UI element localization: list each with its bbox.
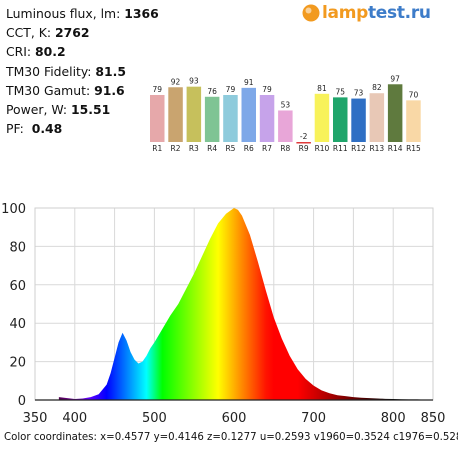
cri-bar-r14 xyxy=(387,84,403,142)
cri-value-label-r12: 73 xyxy=(354,89,364,98)
x-tick-label-500: 500 xyxy=(142,411,167,426)
cri-bar-r4 xyxy=(204,96,220,142)
y-tick-label-80: 80 xyxy=(9,240,26,255)
cri-category-label-r13: R13 xyxy=(369,144,384,153)
cri-category-label-r4: R4 xyxy=(207,144,217,153)
param-luminous-flux: Luminous flux, lm: 1366 xyxy=(6,6,159,21)
cri-bar-r11 xyxy=(333,97,348,142)
cri-bar-r6 xyxy=(241,87,256,142)
cri-category-label-r5: R5 xyxy=(225,144,235,153)
cri-value-label-r7: 79 xyxy=(262,85,272,94)
y-tick-label-100: 100 xyxy=(1,202,26,217)
cri-value-label-r2: 92 xyxy=(171,77,181,86)
param-cri: CRI: 80.2 xyxy=(6,44,66,60)
y-tick-label-0: 0 xyxy=(18,394,26,409)
cri-bar-r10 xyxy=(314,93,330,142)
cri-value-label-r1: 79 xyxy=(152,85,162,94)
param-cct: CCT, K: 2762 xyxy=(6,25,90,41)
cri-value-label-r10: 81 xyxy=(317,84,327,93)
cri-bar-r8 xyxy=(278,110,293,142)
param-tm30-gamut: TM30 Gamut: 91.6 xyxy=(6,82,125,98)
cri-bar-r13 xyxy=(369,93,385,142)
cri-bar-chart: 79 R1 92 R2 93 R3 76 R4 79 R5 91 R6 79 R7 53 R8 -2 R9 81 R1… xyxy=(150,74,421,153)
logo-text: lamptest.ru xyxy=(322,3,431,23)
y-tick-label-60: 60 xyxy=(9,279,26,294)
cri-category-label-r12: R12 xyxy=(351,144,366,153)
cri-bar-r1 xyxy=(150,94,165,142)
cri-category-label-r6: R6 xyxy=(244,144,254,153)
x-tick-label-700: 700 xyxy=(301,411,326,426)
parameters-panel: Luminous flux, lm: 1366 CCT, K: 2762 CRI… xyxy=(6,4,159,138)
cri-category-label-r3: R3 xyxy=(189,144,199,153)
cri-bar-r9 xyxy=(296,142,311,144)
y-tick-label-40: 40 xyxy=(9,317,26,332)
cri-value-label-r6: 91 xyxy=(244,78,254,87)
cri-value-label-r3: 93 xyxy=(189,77,199,86)
spectrum-area xyxy=(58,208,433,400)
x-tick-label-350: 350 xyxy=(23,411,48,426)
cri-category-label-r8: R8 xyxy=(280,144,290,153)
x-tick-label-600: 600 xyxy=(222,411,247,426)
cri-category-label-r15: R15 xyxy=(406,144,421,153)
cri-value-label-r11: 75 xyxy=(335,87,345,96)
x-tick-label-800: 800 xyxy=(381,411,406,426)
cri-category-label-r11: R11 xyxy=(333,144,348,153)
cri-bar-r12 xyxy=(351,98,366,142)
param-pf: PF: 0.48 xyxy=(6,121,63,137)
x-tick-label-400: 400 xyxy=(62,411,87,426)
color-coordinates: Color coordinates: x=0.4577 y=0.4146 z=0… xyxy=(4,432,458,443)
cri-value-label-r15: 70 xyxy=(409,90,419,99)
lamptest-logo: lamptest.ru xyxy=(300,2,431,24)
orange-sun-icon xyxy=(302,4,320,22)
cri-value-label-r9: -2 xyxy=(300,132,308,141)
cri-value-label-r5: 79 xyxy=(226,85,236,94)
cri-value-label-r4: 76 xyxy=(207,87,217,96)
cri-category-label-r10: R10 xyxy=(315,144,330,153)
cri-value-label-r8: 53 xyxy=(281,100,291,109)
param-power: Power, W: 15.51 xyxy=(6,102,111,118)
cri-bar-r5 xyxy=(223,94,238,142)
cri-category-label-r2: R2 xyxy=(171,144,181,153)
cri-category-label-r9: R9 xyxy=(299,144,309,153)
cri-category-label-r14: R14 xyxy=(388,144,403,153)
cri-bar-r2 xyxy=(168,87,183,142)
cri-value-label-r13: 82 xyxy=(372,83,382,92)
cri-bar-r7 xyxy=(259,94,275,142)
cri-category-label-r7: R7 xyxy=(262,144,272,153)
cri-value-label-r14: 97 xyxy=(390,74,400,83)
y-tick-label-20: 20 xyxy=(9,356,26,371)
cri-bar-r3 xyxy=(186,86,202,142)
x-tick-label-850: 850 xyxy=(421,411,446,426)
param-tm30-fidelity: TM30 Fidelity: 81.5 xyxy=(6,63,126,79)
cri-bar-r15 xyxy=(406,100,421,142)
cri-category-label-r1: R1 xyxy=(152,144,162,153)
